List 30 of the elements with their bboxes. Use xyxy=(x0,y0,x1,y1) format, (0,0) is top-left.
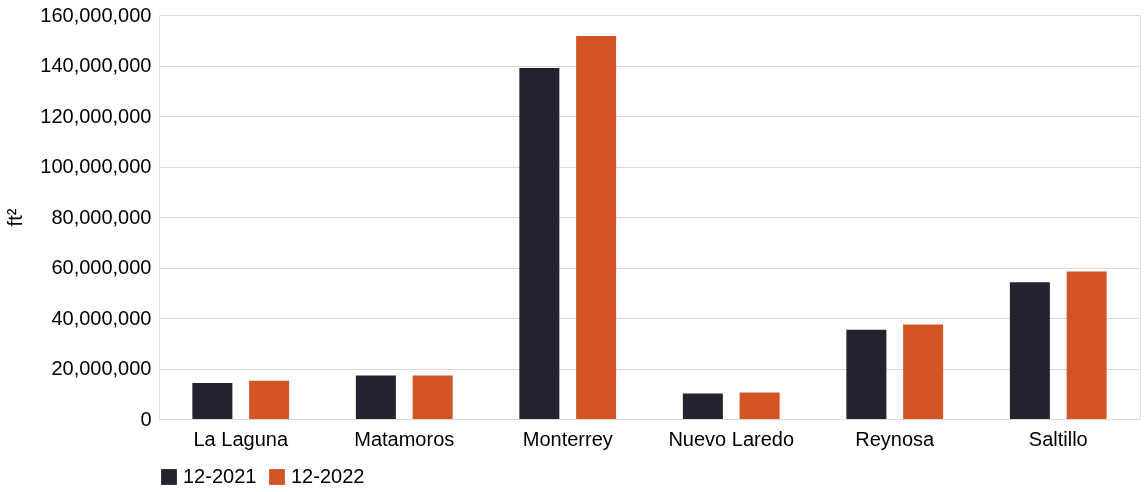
bar xyxy=(682,393,723,419)
bar xyxy=(739,392,780,419)
y-axis-title: ft² xyxy=(4,208,27,227)
bar xyxy=(903,324,944,419)
bar xyxy=(519,68,560,419)
y-tick-label: 100,000,000 xyxy=(40,155,152,177)
y-tick-label: 140,000,000 xyxy=(40,54,152,76)
y-tick-label: 40,000,000 xyxy=(51,306,152,329)
x-tick-label: Nuevo Laredo xyxy=(668,427,795,450)
bar xyxy=(355,375,396,419)
bar xyxy=(412,375,453,419)
bar xyxy=(1009,282,1050,419)
bar xyxy=(192,382,233,419)
y-tick-label: 120,000,000 xyxy=(40,104,152,127)
legend-label: 12-2022 xyxy=(291,465,365,487)
x-tick-label: Reynosa xyxy=(855,427,936,450)
y-tick-label: 80,000,000 xyxy=(51,205,152,228)
x-tick-label: Saltillo xyxy=(1028,427,1088,450)
y-tick-label: 0 xyxy=(140,407,152,430)
bar xyxy=(576,35,617,419)
y-tick-label: 20,000,000 xyxy=(51,357,152,379)
x-tick-label: Monterrey xyxy=(522,427,613,450)
y-tick-label: 160,000,000 xyxy=(40,3,152,26)
bar xyxy=(1066,271,1107,419)
bar xyxy=(846,329,887,419)
x-tick-label: Matamoros xyxy=(354,427,455,450)
legend-label: 12-2021 xyxy=(183,465,257,487)
y-tick-label: 60,000,000 xyxy=(51,256,152,278)
x-tick-label: La Laguna xyxy=(193,427,289,450)
bar xyxy=(249,380,290,419)
